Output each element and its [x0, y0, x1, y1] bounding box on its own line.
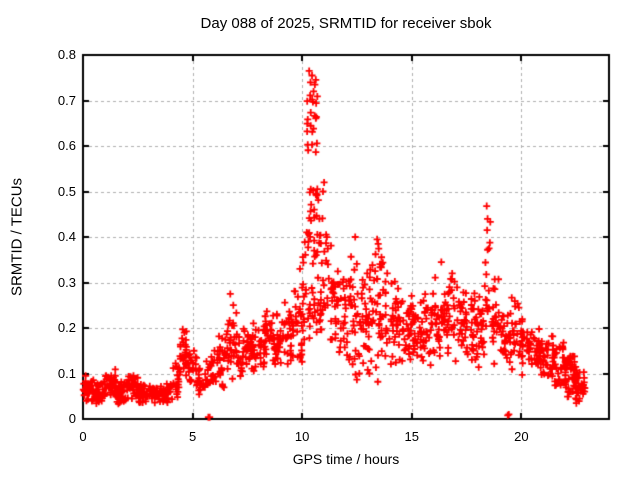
- x-tick-label: 15: [404, 429, 419, 444]
- x-tick-label: 20: [514, 429, 529, 444]
- x-tick-label: 10: [294, 429, 310, 444]
- y-tick-label: 0.8: [57, 47, 76, 62]
- y-tick-label: 0.4: [57, 229, 76, 244]
- y-tick-label: 0: [68, 411, 76, 426]
- y-tick-label: 0.2: [57, 320, 76, 335]
- y-tick-label: 0.5: [57, 183, 76, 199]
- y-tick-label: 0.1: [57, 365, 76, 381]
- x-tick-label: 5: [188, 429, 197, 444]
- y-tick-label: 0.3: [57, 274, 76, 290]
- y-tick-label: 0.7: [57, 92, 76, 108]
- x-axis-label: GPS time / hours: [292, 451, 400, 467]
- y-tick-label: 0.6: [57, 138, 76, 153]
- y-axis-label: SRMTID / TECUs: [8, 177, 26, 297]
- chart-title: Day 088 of 2025, SRMTID for receiver sbo…: [200, 15, 492, 32]
- x-tick-label: 0: [79, 429, 87, 444]
